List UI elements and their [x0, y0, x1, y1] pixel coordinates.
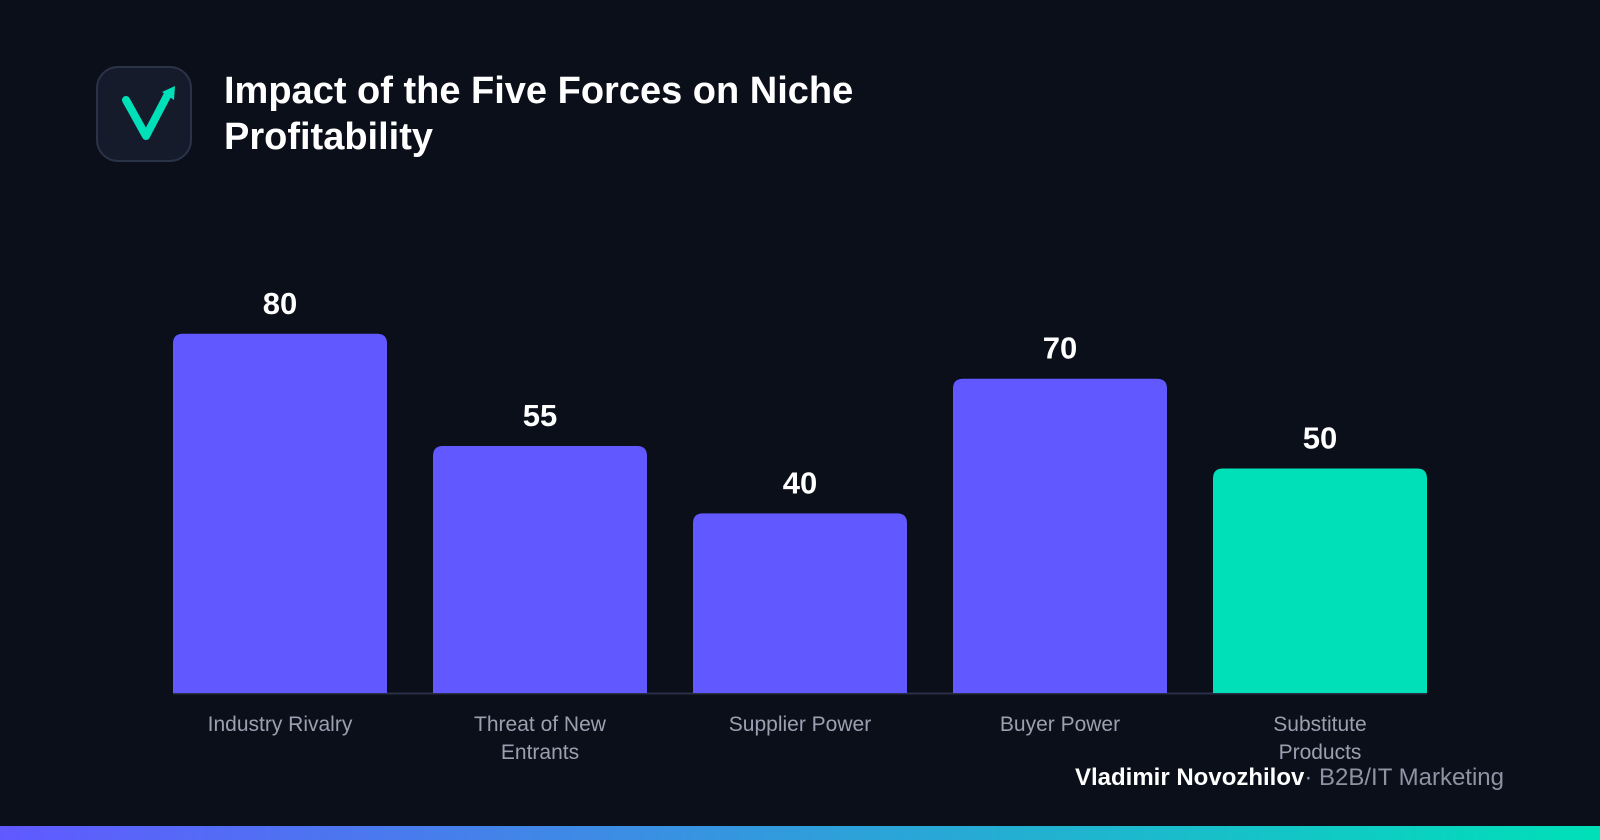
- value-label: 55: [523, 398, 557, 433]
- x-tick-label: Threat of New Entrants: [474, 713, 606, 764]
- footer: Vladimir Novozhilov· B2B/IT Marketing: [1075, 764, 1504, 792]
- x-tick-label: Supplier Power: [728, 713, 872, 736]
- logo-check: [122, 86, 175, 140]
- bar: [433, 446, 647, 693]
- x-tick-label: Industry Rivalry: [207, 713, 353, 736]
- bar: [693, 513, 907, 693]
- x-tick-label: Buyer Power: [999, 713, 1121, 736]
- gradient-strip: [0, 826, 1600, 840]
- logo: [96, 66, 192, 162]
- author: Vladimir Novozhilov: [1074, 764, 1305, 791]
- chart-title: Impact of the Five Forces on Niche Profi…: [224, 70, 854, 158]
- tagline: · B2B/IT Marketing: [1304, 764, 1504, 791]
- value-label: 50: [1303, 421, 1337, 456]
- bar: [173, 333, 387, 693]
- value-label: 40: [783, 465, 817, 500]
- value-label: 70: [1043, 331, 1077, 366]
- bar: [1213, 468, 1427, 693]
- x-tick-label: Substitute Products: [1273, 713, 1367, 764]
- bar: [953, 378, 1167, 693]
- value-label: 80: [263, 286, 297, 321]
